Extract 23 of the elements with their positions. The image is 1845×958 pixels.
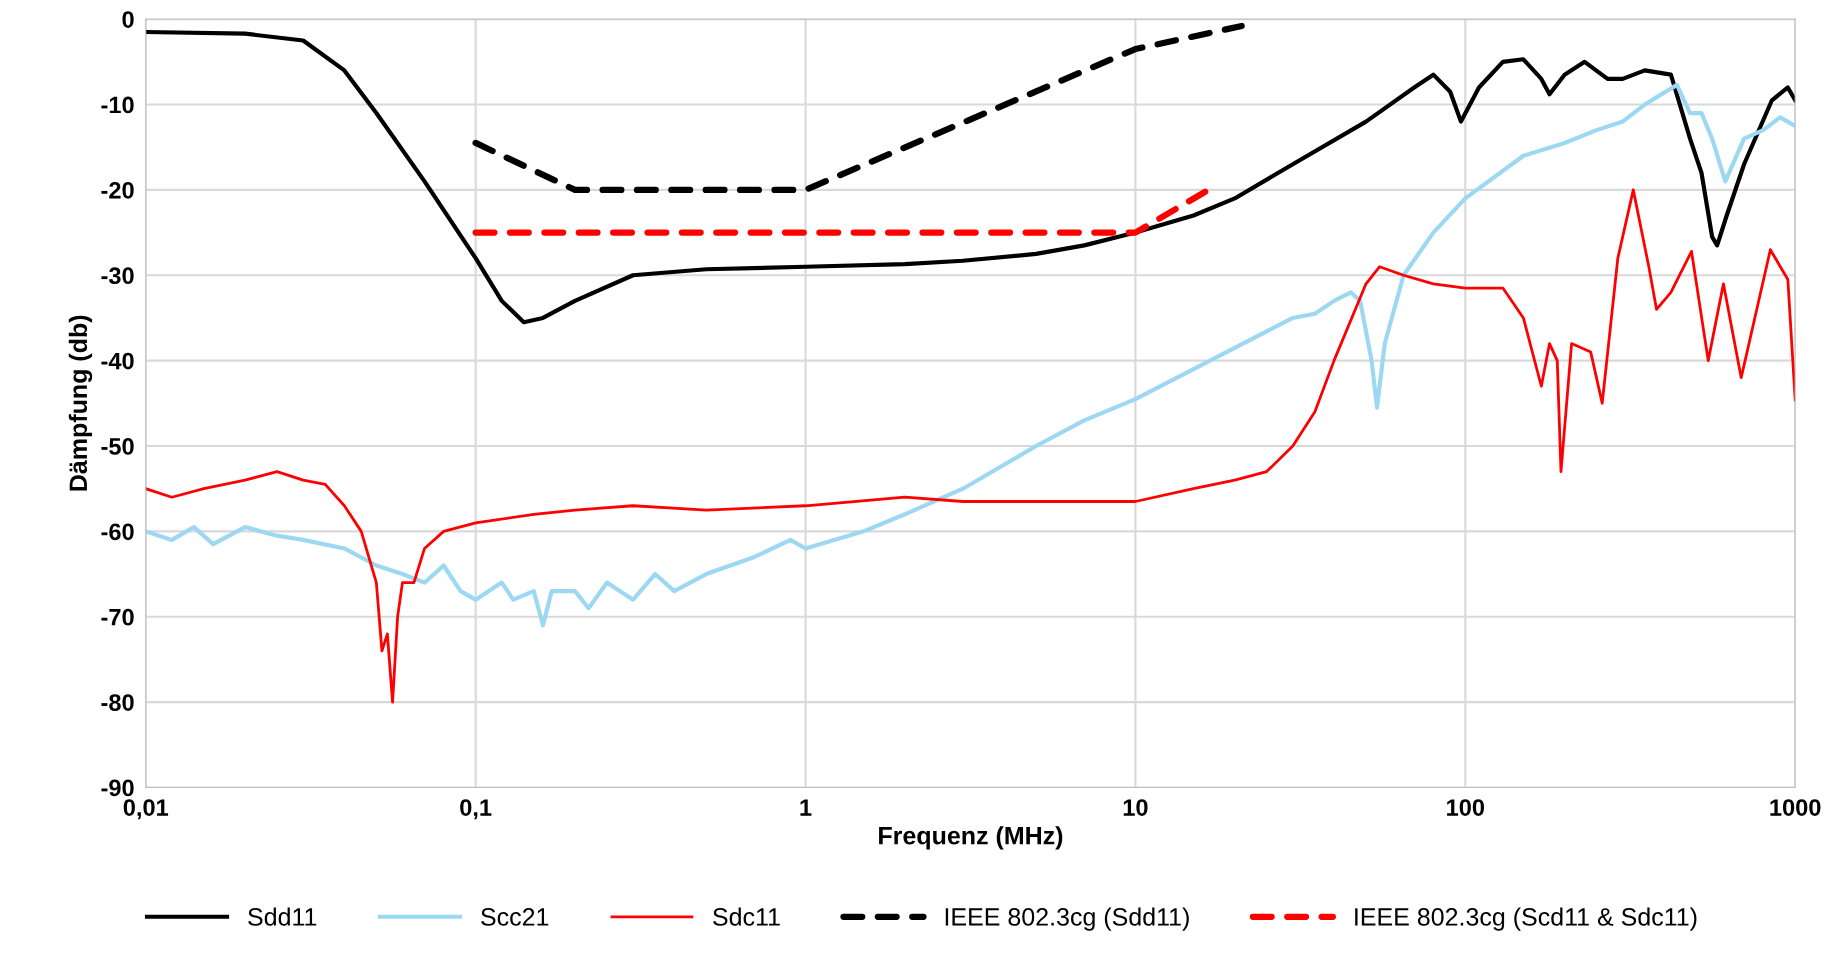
y-tick-label: -10 [101, 96, 134, 114]
legend-label: Sdc11 [713, 907, 780, 926]
x-axis-title: Frequenz (MHz) [879, 826, 1063, 850]
x-tick-label: 10 [1123, 799, 1148, 816]
x-tick-label: 0,1 [460, 799, 492, 820]
y-axis-title: Dämpfung (db) [68, 315, 93, 491]
y-tick-label: -50 [101, 438, 134, 455]
legend-label: Sdd11 [248, 907, 317, 926]
y-tick-label: -90 [101, 779, 134, 797]
y-tick-label: -20 [101, 181, 134, 199]
x-tick-label: 100 [1447, 799, 1485, 816]
legend-label: IEEE 802.3cg (Sdd11) [945, 907, 1189, 931]
legend-label: IEEE 802.3cg (Scd11 & Sdc11) [1355, 907, 1697, 931]
legend-label: Scc21 [481, 908, 549, 926]
y-tick-label: 0 [122, 11, 134, 28]
y-tick-label: -80 [101, 694, 134, 711]
y-tick-label: -40 [101, 352, 134, 370]
x-tick-label: 1000 [1770, 799, 1821, 816]
y-tick-label: -30 [101, 267, 134, 285]
x-tick-label: 1 [800, 799, 812, 816]
x-tick-label: 0,01 [123, 799, 169, 820]
y-tick-label: -60 [101, 523, 134, 541]
y-tick-label: -70 [101, 608, 134, 626]
